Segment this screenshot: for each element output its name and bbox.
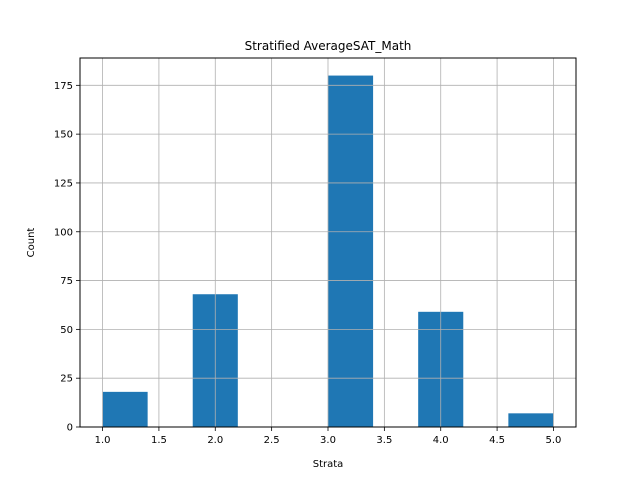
x-tick-label: 5.0 [546,435,562,446]
y-tick-label: 175 [54,81,73,92]
chart-title: Stratified AverageSAT_Math [245,39,412,53]
histogram-bar [508,413,554,427]
x-tick-label: 1.5 [151,435,167,446]
y-tick-label: 0 [67,423,73,434]
x-tick-label: 3.5 [376,435,392,446]
y-tick-label: 25 [60,374,73,385]
x-axis-label: Strata [313,459,344,470]
y-axis-ticks: 0 25 50 75 100 125 150 175 [54,81,80,434]
y-tick-label: 150 [54,130,73,141]
x-tick-label: 2.5 [264,435,280,446]
x-axis-ticks: 1.0 1.5 2.0 2.5 3.0 3.5 4.0 4.5 5.0 [95,427,562,446]
y-tick-label: 50 [60,325,73,336]
y-tick-label: 125 [54,178,73,189]
x-tick-label: 4.0 [433,435,449,446]
x-tick-label: 3.0 [320,435,336,446]
y-axis-label: Count [26,228,37,258]
x-tick-label: 1.0 [95,435,111,446]
x-tick-label: 4.5 [489,435,505,446]
histogram-bar [102,391,148,427]
y-tick-label: 100 [54,227,73,238]
histogram-bar [328,75,374,428]
y-tick-label: 75 [60,276,73,287]
x-tick-label: 2.0 [207,435,223,446]
